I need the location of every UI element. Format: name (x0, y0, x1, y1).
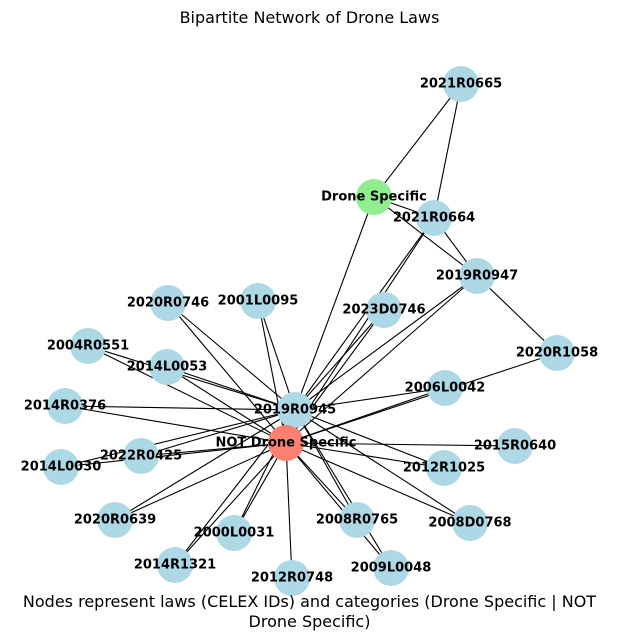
node-label-2019r0945: 2019R0945 (254, 403, 336, 418)
caption-line-2: Drone Specific) (248, 612, 371, 631)
node-2012r1025 (426, 450, 462, 486)
edge-2009l0048-not-drone-specific (285, 442, 392, 569)
diagram-caption: Nodes represent laws (CELEX IDs) and cat… (0, 592, 619, 632)
node-not-drone-specific (268, 425, 304, 461)
edge-2004r0551-2019r0945 (87, 345, 296, 411)
node-2021r0665 (443, 66, 479, 102)
edge-2019r0947-2020r1058 (476, 275, 558, 354)
edge-drone-specific-2019r0945 (294, 196, 375, 411)
node-2009l0048 (373, 550, 409, 586)
node-2014l0030 (43, 449, 79, 485)
node-2014r0376 (47, 388, 83, 424)
edge-2006l0042-not-drone-specific (285, 387, 446, 444)
edge-2021r0665-2021r0664 (433, 83, 462, 219)
node-label-2022r0425: 2022R0425 (100, 449, 182, 464)
node-2021r0664 (416, 200, 452, 236)
label-layer: 2021R0665 Drone Specific 2021R0664 2019R094… (21, 77, 599, 586)
node-label-2014r0376: 2014R0376 (24, 399, 106, 414)
node-2020r1058 (539, 335, 575, 371)
node-label-2021r0665: 2021R0665 (420, 77, 502, 92)
node-label-2009l0048: 2009L0048 (351, 561, 432, 576)
node-label-2008r0765: 2008R0765 (316, 513, 398, 528)
edge-2022r0425-2019r0945 (140, 409, 296, 457)
node-2006l0042 (427, 370, 463, 406)
edge-2019r0947-not-drone-specific (285, 275, 478, 444)
edge-2014l0030-2019r0945 (60, 409, 296, 468)
node-label-2000l0031: 2000L0031 (194, 526, 275, 541)
edge-2020r0746-2019r0945 (167, 302, 296, 411)
node-2012r0748 (274, 560, 310, 596)
node-drone-specific (356, 179, 392, 215)
node-2004r0551 (70, 328, 106, 364)
edge-2004r0551-not-drone-specific (87, 345, 287, 444)
node-label-2020r1058: 2020R1058 (516, 346, 598, 361)
edge-2020r1058-not-drone-specific (285, 352, 558, 444)
edge-drone-specific-2019r0947 (373, 196, 478, 277)
node-2020r0639 (97, 502, 133, 538)
node-2015r0640 (497, 428, 533, 464)
edge-2019r0947-2019r0945 (294, 275, 478, 411)
node-2019r0947 (459, 258, 495, 294)
node-2008d0768 (452, 505, 488, 541)
edge-2021r0664-2019r0945 (294, 217, 435, 411)
edge-2001l0095-2019r0945 (257, 300, 296, 411)
node-label-2012r0748: 2012R0748 (251, 571, 333, 586)
node-2019r0945 (277, 392, 313, 428)
node-label-2014r1321: 2014R1321 (134, 558, 216, 573)
node-label-2020r0746: 2020R0746 (127, 296, 209, 311)
caption-line-1: Nodes represent laws (CELEX IDs) and cat… (22, 592, 597, 611)
node-label-not-drone-specific: NOT Drone Specific (215, 436, 356, 451)
node-label-2021r0664: 2021R0664 (393, 211, 475, 226)
node-label-2012r1025: 2012R1025 (403, 461, 485, 476)
edge-2015r0640-not-drone-specific (285, 442, 516, 447)
node-2023d0746 (366, 292, 402, 328)
edge-2014r1321-not-drone-specific (174, 442, 287, 566)
node-label-2023d0746: 2023D0746 (342, 303, 425, 318)
node-2014r1321 (157, 547, 193, 583)
diagram-title: Bipartite Network of Drone Laws (179, 8, 440, 27)
edge-2009l0048-2019r0945 (294, 409, 392, 569)
edge-2012r0748-not-drone-specific (285, 442, 293, 579)
node-2020r0746 (150, 285, 186, 321)
edge-2008d0768-2019r0945 (294, 409, 471, 524)
node-2001l0095 (240, 283, 276, 319)
edge-2014r0376-2019r0945 (64, 405, 296, 411)
edge-2020r0639-2019r0945 (114, 409, 296, 521)
node-2014l0053 (149, 349, 185, 385)
node-2008r0765 (339, 502, 375, 538)
edge-2014l0053-not-drone-specific (166, 366, 287, 444)
node-label-2014l0030: 2014L0030 (21, 460, 102, 475)
edge-2014l0030-not-drone-specific (60, 442, 287, 468)
node-label-2019r0947: 2019R0947 (436, 269, 518, 284)
node-label-drone-specific: Drone Specific (321, 190, 427, 205)
edge-2008d0768-not-drone-specific (285, 442, 471, 524)
edge-layer (60, 83, 558, 579)
node-label-2020r0639: 2020R0639 (74, 513, 156, 528)
edge-2023d0746-2019r0945 (294, 309, 385, 411)
node-label-2004r0551: 2004R0551 (47, 339, 129, 354)
node-2022r0425 (123, 438, 159, 474)
edge-2022r0425-not-drone-specific (140, 442, 287, 457)
edge-drone-specific-2021r0665 (373, 83, 462, 198)
edge-2020r0639-not-drone-specific (114, 442, 287, 521)
edge-2014l0053-2019r0945 (166, 366, 296, 411)
edge-2006l0042-2019r0945 (294, 387, 446, 411)
node-2000l0031 (216, 515, 252, 551)
edge-2012r1025-2019r0945 (294, 409, 445, 469)
node-layer (43, 66, 575, 596)
node-label-2001l0095: 2001L0095 (218, 294, 299, 309)
node-label-2014l0053: 2014L0053 (127, 360, 208, 375)
edge-2014r0376-not-drone-specific (64, 405, 287, 444)
edge-2020r0746-not-drone-specific (167, 302, 287, 444)
node-label-2015r0640: 2015R0640 (474, 439, 556, 454)
edge-2008r0765-2019r0945 (294, 409, 358, 521)
node-label-2008d0768: 2008D0768 (428, 516, 511, 531)
node-label-2006l0042: 2006L0042 (405, 381, 486, 396)
